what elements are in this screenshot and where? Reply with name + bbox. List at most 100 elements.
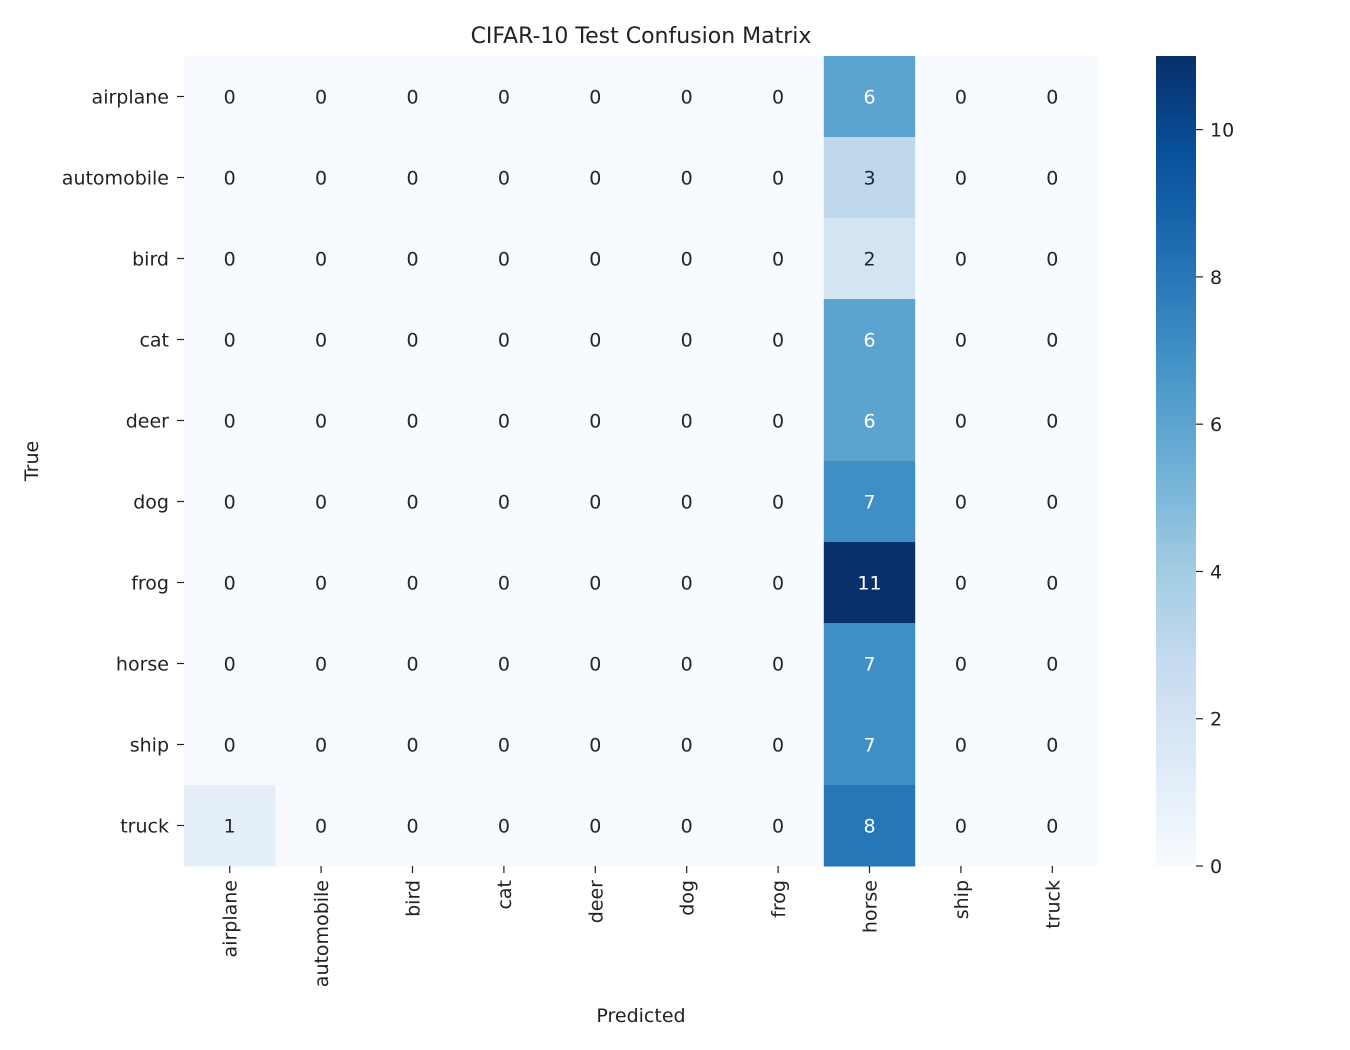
colorbar-gradient	[1156, 56, 1196, 866]
heatmap-cell	[366, 56, 459, 138]
heatmap-cell	[641, 299, 733, 381]
cell-value-label: 1	[224, 816, 236, 838]
cell-value-label: 6	[863, 87, 875, 109]
heatmap-cell	[366, 785, 459, 867]
heatmap-cell	[366, 461, 459, 543]
heatmap-cell	[184, 380, 276, 462]
heatmap-cell	[823, 380, 916, 462]
heatmap-cell	[549, 623, 642, 705]
cell-value-label: 0	[498, 87, 510, 109]
heatmap-cell	[275, 623, 368, 705]
x-tick-label: frog	[768, 880, 790, 918]
cell-value-label: 0	[224, 87, 236, 109]
heatmap-cell	[549, 785, 642, 867]
cell-value-label: 0	[498, 411, 510, 433]
heatmap-cell	[641, 461, 733, 543]
heatmap-cells	[184, 56, 1099, 867]
heatmap-cell	[732, 704, 825, 786]
cell-value-label: 0	[406, 816, 418, 838]
heatmap-cell	[275, 380, 368, 462]
cell-value-label: 11	[857, 573, 881, 595]
heatmap-cell	[366, 542, 459, 624]
colorbar-tick-label: 8	[1210, 267, 1222, 289]
heatmap-cell	[641, 785, 733, 867]
heatmap-cell	[458, 218, 551, 300]
cell-value-label: 0	[772, 654, 784, 676]
cell-value-label: 0	[315, 816, 327, 838]
cell-value-label: 0	[955, 735, 967, 757]
heatmap-cell	[1006, 137, 1099, 219]
heatmap-cell	[275, 137, 368, 219]
cell-value-label: 0	[681, 492, 693, 514]
heatmap-cell	[275, 56, 368, 138]
cell-value-label: 0	[406, 330, 418, 352]
heatmap-cell	[184, 137, 276, 219]
x-tick-label: airplane	[220, 880, 242, 957]
heatmap-cell	[458, 461, 551, 543]
cell-value-label: 0	[589, 249, 601, 271]
heatmap-cell	[823, 137, 916, 219]
heatmap-cell	[1006, 542, 1099, 624]
heatmap-cell	[275, 299, 368, 381]
cell-value-label: 0	[224, 330, 236, 352]
heatmap-cell	[549, 461, 642, 543]
heatmap-cell	[915, 299, 1008, 381]
colorbar-tick-label: 6	[1210, 414, 1222, 436]
x-axis-label: Predicted	[596, 1005, 685, 1027]
cell-value-label: 0	[406, 735, 418, 757]
cell-value-label: 0	[589, 330, 601, 352]
y-tick-label: deer	[126, 411, 169, 433]
heatmap-cell	[915, 461, 1008, 543]
cell-value-label: 0	[589, 411, 601, 433]
heatmap-cell	[641, 704, 733, 786]
cell-value-label: 0	[498, 816, 510, 838]
heatmap-cell	[458, 623, 551, 705]
x-tick-label: automobile	[311, 880, 333, 987]
heatmap-cell	[458, 785, 551, 867]
colorbar-tick-label: 4	[1210, 561, 1222, 583]
heatmap-cell	[641, 542, 733, 624]
cell-value-label: 0	[498, 573, 510, 595]
y-axis: airplane automobile bird cat deer dog frog hors…	[62, 87, 184, 838]
heatmap-cell	[915, 137, 1008, 219]
cell-value-label: 0	[498, 654, 510, 676]
y-tick-label: airplane	[92, 87, 169, 109]
heatmap-cell	[458, 380, 551, 462]
heatmap-cell	[823, 299, 916, 381]
heatmap-cell	[823, 218, 916, 300]
cell-value-label: 0	[498, 492, 510, 514]
colorbar-tick-label: 2	[1210, 709, 1222, 731]
cell-value-label: 0	[224, 168, 236, 190]
heatmap-cell	[641, 56, 733, 138]
cell-value-label: 0	[589, 735, 601, 757]
heatmap-cell	[641, 218, 733, 300]
heatmap-cell	[549, 299, 642, 381]
cell-value-label: 0	[406, 411, 418, 433]
heatmap-cell	[641, 380, 733, 462]
cell-value-label: 0	[406, 654, 418, 676]
colorbar-tick-label: 10	[1210, 120, 1234, 142]
cell-value-label: 6	[863, 330, 875, 352]
heatmap-cell	[275, 704, 368, 786]
heatmap-cell	[641, 137, 733, 219]
heatmap-cell	[915, 623, 1008, 705]
cell-value-label: 0	[224, 249, 236, 271]
cell-value-label: 0	[406, 573, 418, 595]
heatmap-cell	[823, 461, 916, 543]
cell-value-label: 0	[315, 330, 327, 352]
x-axis: airplane automobile bird cat deer dog frog hors…	[220, 866, 1064, 987]
cell-value-label: 0	[772, 168, 784, 190]
cell-value-label: 0	[224, 411, 236, 433]
cell-value-label: 8	[863, 816, 875, 838]
heatmap-cell	[915, 218, 1008, 300]
x-tick-label: dog	[677, 880, 699, 916]
cell-value-label: 0	[406, 492, 418, 514]
cell-value-label: 7	[863, 492, 875, 514]
cell-value-label: 0	[498, 330, 510, 352]
heatmap-cell	[915, 56, 1008, 138]
cell-value-label: 0	[498, 168, 510, 190]
heatmap-cell	[1006, 704, 1099, 786]
cell-value-label: 0	[498, 249, 510, 271]
y-tick-label: horse	[116, 654, 169, 676]
y-axis-label: True	[21, 441, 43, 482]
